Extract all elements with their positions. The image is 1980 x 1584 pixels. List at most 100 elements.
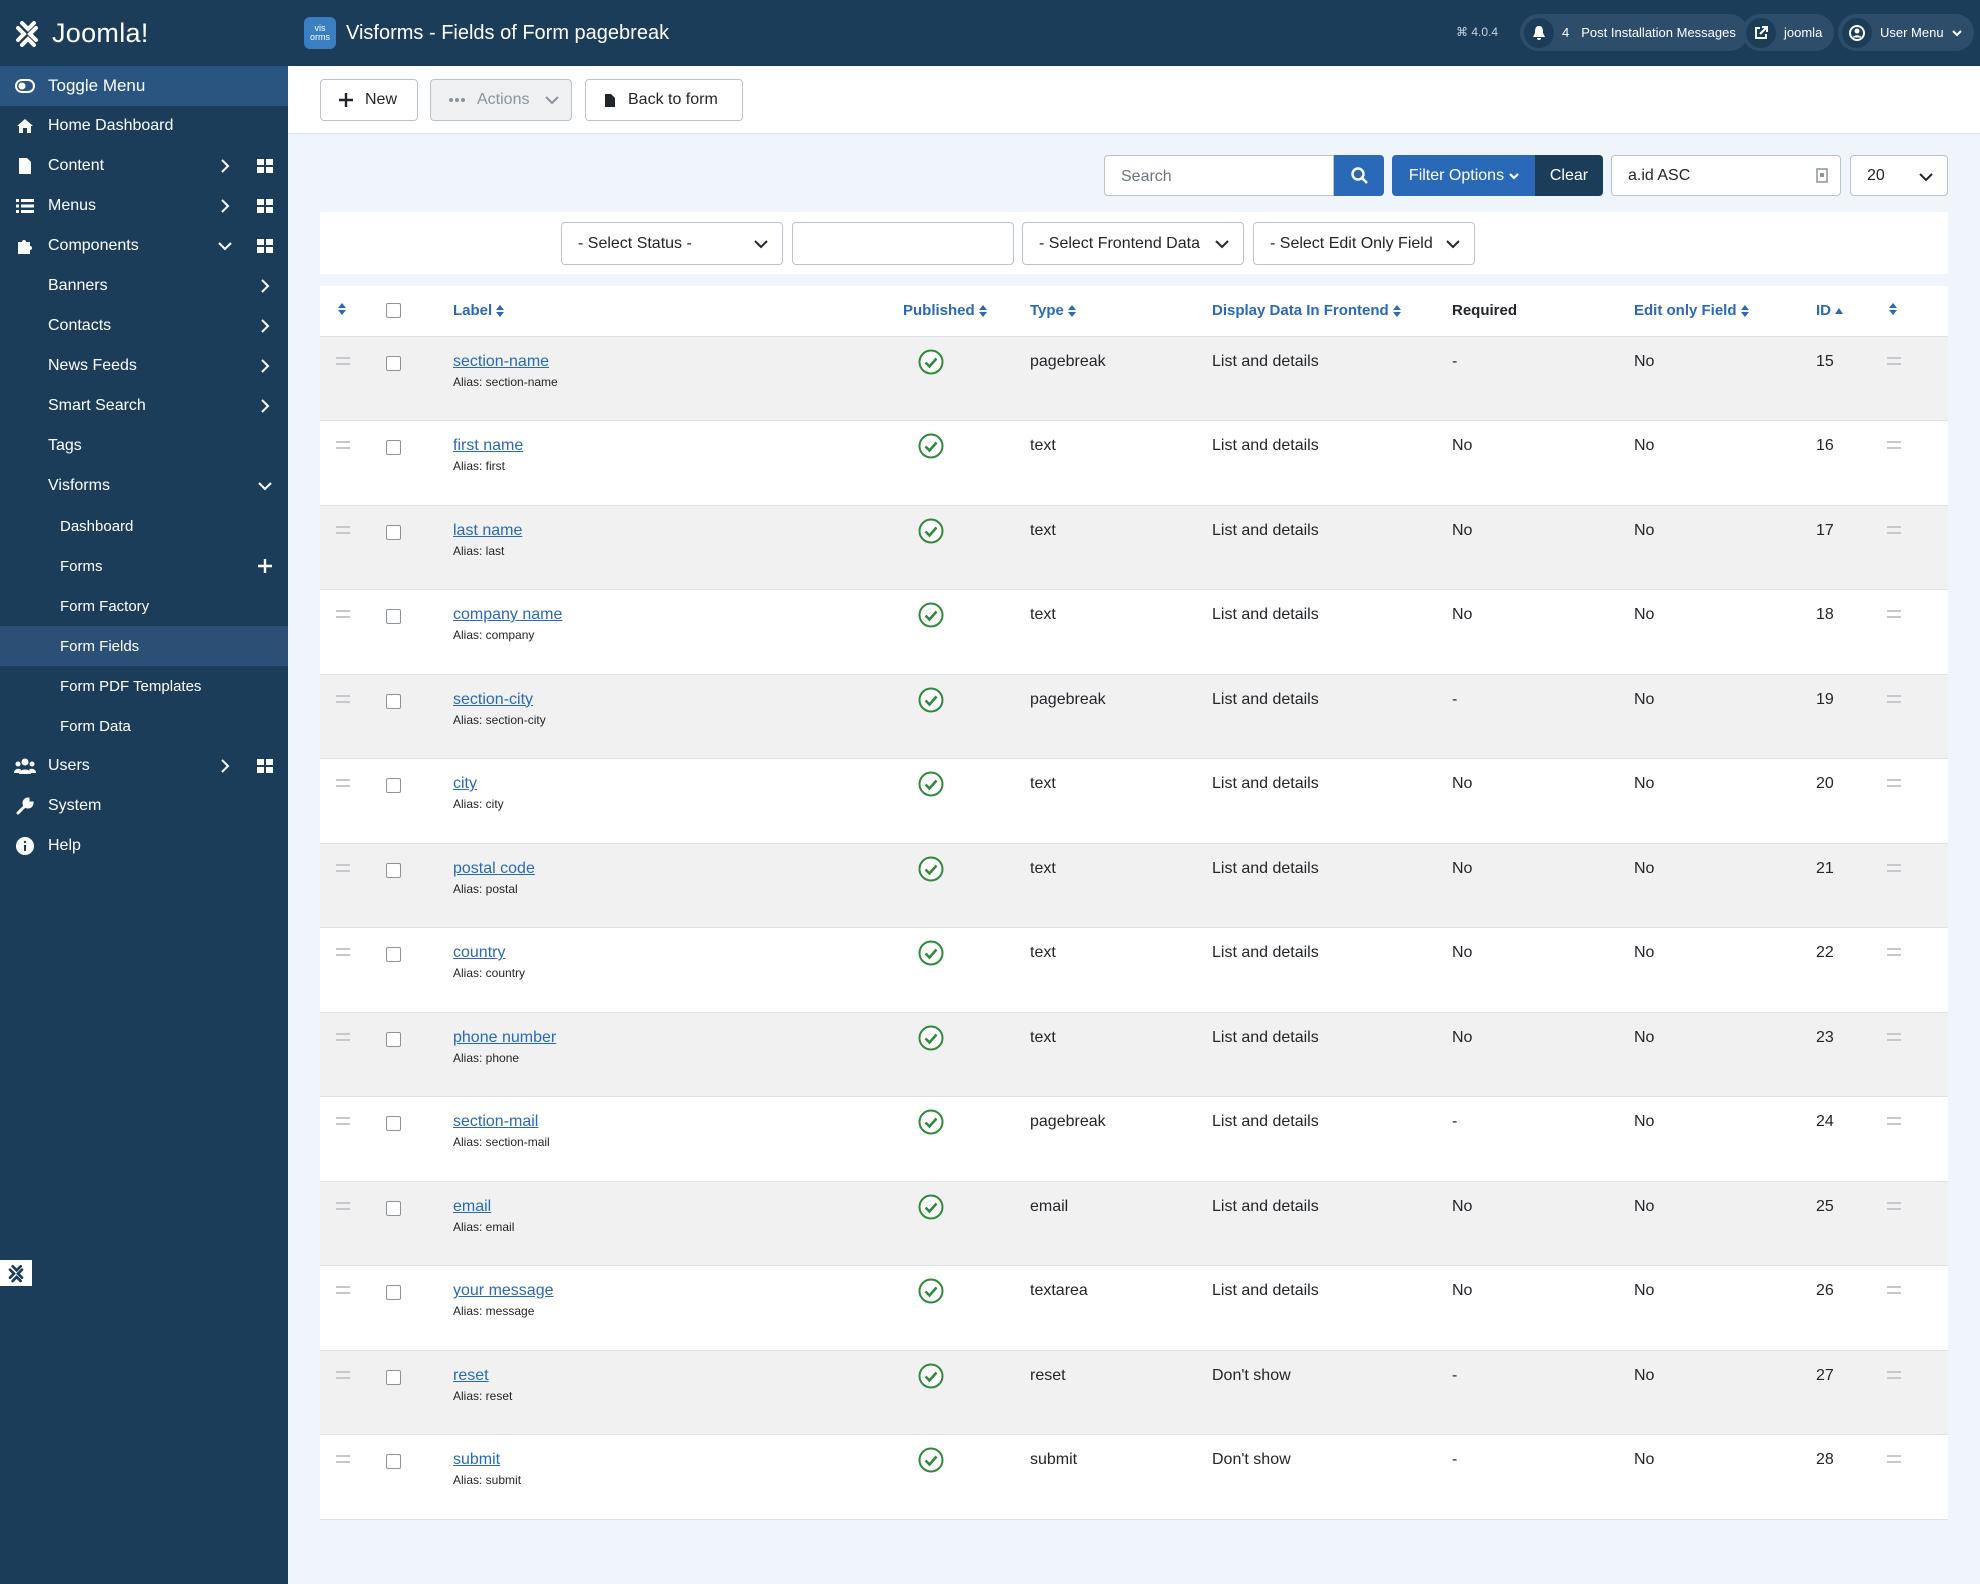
field-label-link[interactable]: postal code — [453, 859, 535, 877]
sidebar-item-smart-search[interactable]: Smart Search — [0, 386, 288, 426]
row-checkbox[interactable] — [386, 609, 401, 624]
field-label-link[interactable]: submit — [453, 1451, 501, 1468]
sidebar-item-form-fields[interactable]: Form Fields — [0, 626, 288, 666]
drag-handle-icon[interactable] — [1887, 525, 1948, 534]
drag-handle-icon[interactable] — [1887, 1032, 1948, 1041]
drag-handle-icon[interactable] — [336, 1370, 368, 1379]
published-check-icon[interactable] — [918, 349, 944, 375]
sidebar-item-forms[interactable]: Forms — [0, 546, 288, 586]
published-check-icon[interactable] — [918, 1363, 944, 1389]
drag-handle-icon[interactable] — [336, 356, 368, 365]
drag-handle-icon[interactable] — [336, 441, 368, 449]
ordering-sort-header[interactable] — [320, 286, 368, 337]
sidebar-item-news-feeds[interactable]: News Feeds — [0, 346, 288, 386]
published-check-icon[interactable] — [918, 518, 944, 544]
post-installation-messages-button[interactable]: 4 Post Installation Messages — [1520, 14, 1748, 51]
select-all-checkbox[interactable] — [386, 303, 401, 319]
row-checkbox[interactable] — [386, 355, 401, 371]
list-limit-select[interactable]: 20 — [1850, 155, 1948, 196]
editonly-column-header[interactable]: Edit only Field — [1634, 286, 1816, 337]
drag-handle-icon[interactable] — [1887, 1201, 1948, 1210]
id-column-header[interactable]: ID — [1816, 286, 1871, 337]
drag-handle-icon[interactable] — [336, 1201, 368, 1210]
published-check-icon[interactable] — [918, 602, 944, 628]
sidebar-item-form-pdf-templates[interactable]: Form PDF Templates — [0, 666, 288, 706]
extra-sort-header[interactable] — [1871, 286, 1948, 337]
published-check-icon[interactable] — [918, 940, 944, 966]
plus-icon[interactable] — [254, 555, 276, 577]
drag-handle-icon[interactable] — [336, 1455, 368, 1463]
published-check-icon[interactable] — [918, 1278, 944, 1304]
field-label-link[interactable]: section-name — [453, 352, 550, 370]
field-label-link[interactable]: last name — [453, 521, 523, 539]
drag-handle-icon[interactable] — [1887, 1370, 1948, 1379]
joomla-logo[interactable]: Joomla! — [0, 0, 288, 66]
published-check-icon[interactable] — [918, 856, 944, 882]
row-checkbox[interactable] — [386, 1285, 401, 1300]
dashboard-grid-icon[interactable] — [254, 195, 276, 217]
drag-handle-icon[interactable] — [336, 525, 368, 534]
drag-handle-icon[interactable] — [336, 694, 368, 703]
joomla-mini-icon[interactable] — [0, 1260, 32, 1286]
search-button[interactable] — [1334, 155, 1384, 196]
drag-handle-icon[interactable] — [1887, 441, 1948, 449]
display-column-header[interactable]: Display Data In Frontend — [1212, 286, 1452, 337]
drag-handle-icon[interactable] — [1887, 1455, 1948, 1463]
frontend-data-filter-select[interactable]: - Select Frontend Data — [1022, 222, 1244, 265]
empty-filter-select[interactable] — [792, 222, 1014, 265]
published-check-icon[interactable] — [918, 1447, 944, 1473]
sidebar-item-visforms-dashboard[interactable]: Dashboard — [0, 506, 288, 546]
published-check-icon[interactable] — [918, 771, 944, 797]
actions-dropdown[interactable]: Actions — [430, 79, 572, 121]
drag-handle-icon[interactable] — [336, 1117, 368, 1125]
filter-options-button[interactable]: Filter Options — [1392, 155, 1536, 196]
status-filter-select[interactable]: - Select Status - — [561, 222, 783, 265]
drag-handle-icon[interactable] — [336, 1032, 368, 1041]
type-column-header[interactable]: Type — [1030, 286, 1212, 337]
dashboard-grid-icon[interactable] — [254, 155, 276, 177]
field-label-link[interactable]: reset — [453, 1366, 489, 1384]
field-label-link[interactable]: country — [453, 944, 506, 961]
drag-handle-icon[interactable] — [336, 779, 368, 787]
label-column-header[interactable]: Label — [453, 286, 903, 337]
drag-handle-icon[interactable] — [1887, 1117, 1948, 1125]
sidebar-item-home-dashboard[interactable]: Home Dashboard — [0, 106, 288, 146]
field-label-link[interactable]: company name — [453, 606, 563, 623]
field-label-link[interactable]: section-mail — [453, 1113, 539, 1130]
row-checkbox[interactable] — [386, 693, 401, 709]
sidebar-item-banners[interactable]: Banners — [0, 266, 288, 306]
field-label-link[interactable]: phone number — [453, 1028, 557, 1046]
dashboard-grid-icon[interactable] — [254, 755, 276, 777]
back-to-form-button[interactable]: Back to form — [585, 79, 743, 121]
drag-handle-icon[interactable] — [1887, 863, 1948, 872]
row-checkbox[interactable] — [386, 778, 401, 793]
toggle-menu-button[interactable]: Toggle Menu — [0, 66, 288, 106]
sidebar-item-content[interactable]: Content — [0, 146, 288, 186]
drag-handle-icon[interactable] — [336, 948, 368, 956]
drag-handle-icon[interactable] — [1887, 610, 1948, 618]
row-checkbox[interactable] — [386, 1116, 401, 1131]
sort-select[interactable]: a.id ASC — [1611, 155, 1841, 196]
search-input[interactable]: Search — [1104, 155, 1334, 196]
sidebar-item-form-data[interactable]: Form Data — [0, 706, 288, 746]
published-check-icon[interactable] — [918, 1025, 944, 1051]
sidebar-item-menus[interactable]: Menus — [0, 186, 288, 226]
drag-handle-icon[interactable] — [336, 863, 368, 872]
field-label-link[interactable]: section-city — [453, 690, 534, 708]
row-checkbox[interactable] — [386, 1031, 401, 1047]
new-button[interactable]: New — [320, 79, 418, 121]
row-checkbox[interactable] — [386, 440, 401, 455]
row-checkbox[interactable] — [386, 862, 401, 878]
row-checkbox[interactable] — [386, 524, 401, 540]
row-checkbox[interactable] — [386, 947, 401, 962]
published-check-icon[interactable] — [918, 1109, 944, 1135]
drag-handle-icon[interactable] — [1887, 1286, 1948, 1294]
field-label-link[interactable]: first name — [453, 437, 524, 454]
published-check-icon[interactable] — [918, 687, 944, 713]
sidebar-item-help[interactable]: Help — [0, 826, 288, 866]
clear-button[interactable]: Clear — [1535, 155, 1603, 196]
sidebar-item-tags[interactable]: Tags — [0, 426, 288, 466]
sidebar-item-contacts[interactable]: Contacts — [0, 306, 288, 346]
dashboard-grid-icon[interactable] — [254, 235, 276, 257]
published-column-header[interactable]: Published — [903, 286, 1030, 337]
